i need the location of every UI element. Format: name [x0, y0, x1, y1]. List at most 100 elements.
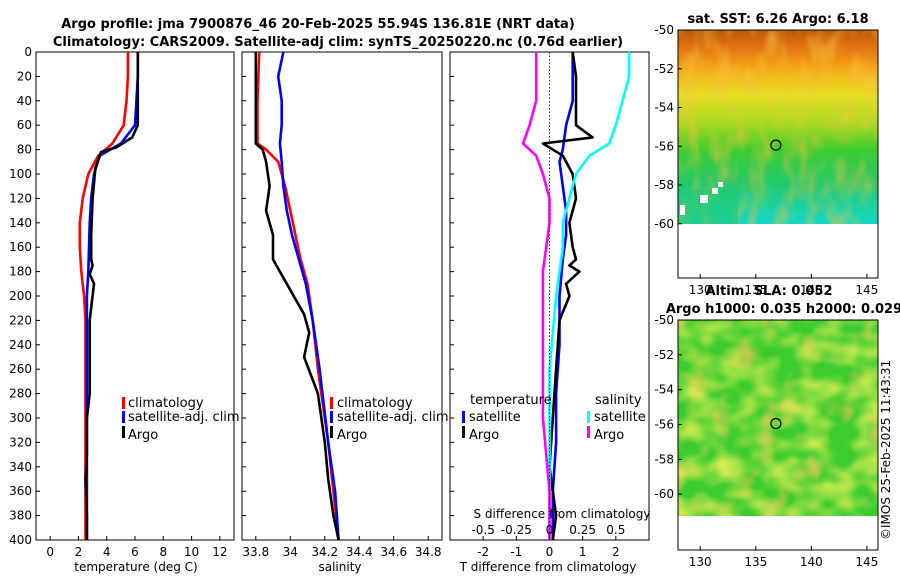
- series-salinity-1: [276, 51, 340, 541]
- map-y-tick-label: -60: [654, 217, 674, 231]
- x-tick-label: 2: [75, 545, 83, 559]
- map-y-tick-label: -52: [654, 62, 674, 76]
- depth-tick-label: 280: [9, 387, 32, 401]
- sla-map-axes: 130 135 140 145 -50 -52 -54 -56 -58 -60: [654, 313, 878, 569]
- salinity-xlabel: salinity: [318, 560, 361, 574]
- depth-tick-label: 20: [17, 69, 32, 83]
- depth-tick-label: 340: [9, 460, 32, 474]
- s-x-tick-label: -0.5: [471, 523, 494, 537]
- map-x-tick-label: 145: [855, 555, 878, 569]
- map-y-tick-label: -50: [654, 23, 674, 37]
- sla-map-title: Altim. SLA: 0.052: [706, 284, 833, 299]
- sst-argo-position-marker: [770, 139, 782, 151]
- legend-title-salinity: salinity: [595, 393, 642, 408]
- x-tick-label: -2: [477, 545, 489, 559]
- x-tick-label: 34.6: [380, 545, 407, 559]
- legend-label-t-satellite: satellite: [469, 410, 521, 425]
- temperature-legend: climatology satellite-adj. clim Argo: [122, 396, 240, 443]
- legend-swatch-argo: [330, 426, 333, 438]
- legend-label-argo: Argo: [337, 428, 367, 443]
- map-x-tick-label: 145: [855, 283, 878, 297]
- legend-label-climatology: climatology: [337, 396, 413, 411]
- x-tick-label: 33.8: [242, 545, 269, 559]
- sst-map-axes: 130 135 140 145 -50 -52 -54 -56 -58 -60: [654, 23, 878, 297]
- sla-heatmap: [678, 320, 878, 516]
- depth-tick-label: 260: [9, 362, 32, 376]
- x-tick-label: 1: [579, 545, 587, 559]
- depth-tick-label: 400: [9, 533, 32, 547]
- map-x-tick-label: 130: [689, 555, 712, 569]
- depth-tick-label: 40: [17, 94, 32, 108]
- salinity-legend: climatology satellite-adj. clim Argo: [330, 396, 449, 443]
- legend-label-satellite: satellite-adj. clim: [128, 410, 240, 425]
- depth-tick-label: 240: [9, 338, 32, 352]
- x-tick-label: 34: [283, 545, 298, 559]
- depth-tick-label: 200: [9, 289, 32, 303]
- difference-plot: -2 -1 0 1 2 -0.5 -0.25 0 0.25 0.5: [471, 51, 631, 559]
- legend-title-temperature: temperature: [470, 393, 552, 408]
- depth-tick-label: 380: [9, 509, 32, 523]
- s-x-tick-label: 0: [546, 523, 554, 537]
- x-tick-label: 34.8: [415, 545, 442, 559]
- map-x-tick-label: 135: [744, 283, 767, 297]
- difference-xlabel: T difference from climatology: [459, 560, 637, 574]
- legend-swatch-climatology: [330, 397, 333, 409]
- series-difference-2: [548, 52, 631, 540]
- depth-tick-label: 160: [9, 240, 32, 254]
- map-x-tick-label: 140: [800, 555, 823, 569]
- depth-tick-label: 120: [9, 191, 32, 205]
- map-y-tick-label: -58: [654, 178, 674, 192]
- depth-tick-label: 220: [9, 313, 32, 327]
- series-salinity-2: [254, 52, 340, 541]
- sst-map-frame: [677, 29, 879, 279]
- s-difference-label: S difference from climatology: [474, 507, 651, 521]
- map-y-tick-label: -52: [654, 348, 674, 362]
- x-tick-label: 0: [46, 545, 54, 559]
- depth-tick-label: 140: [9, 216, 32, 230]
- map-y-tick-label: -50: [654, 313, 674, 327]
- legend-label-satellite: satellite-adj. clim: [337, 410, 449, 425]
- imos-timestamp: ©IMOS 25-Feb-2025 11:43:31: [879, 360, 893, 540]
- map-x-tick-label: 135: [744, 555, 767, 569]
- depth-tick-label: 0: [24, 45, 32, 59]
- map-y-tick-label: -56: [654, 139, 674, 153]
- difference-legend: temperature satellite Argo salinity sate…: [462, 393, 646, 443]
- legend-swatch-t-satellite: [462, 411, 465, 423]
- s-x-tick-label: 0.25: [569, 523, 596, 537]
- series-temperature-2: [84, 52, 140, 540]
- x-tick-label: 2: [612, 545, 620, 559]
- legend-swatch-satellite: [330, 411, 333, 423]
- legend-swatch-climatology: [122, 397, 125, 409]
- s-x-tick-label: 0.5: [606, 523, 625, 537]
- depth-tick-label: 100: [9, 167, 32, 181]
- series-difference-3: [521, 52, 551, 540]
- map-y-tick-label: -60: [654, 487, 674, 501]
- depth-tick-label: 80: [17, 143, 32, 157]
- map-y-tick-label: -54: [654, 383, 674, 397]
- salinity-panel-frame: [241, 51, 443, 541]
- series-difference-0: [551, 52, 575, 540]
- series-difference-1: [541, 51, 594, 541]
- legend-swatch-s-satellite: [587, 411, 590, 423]
- depth-tick-label: 320: [9, 435, 32, 449]
- legend-swatch-argo: [122, 426, 125, 438]
- sla-map-title2: Argo h1000: 0.035 h2000: 0.029: [666, 302, 900, 317]
- sst-heatmap: [678, 30, 878, 224]
- legend-swatch-satellite: [122, 411, 125, 423]
- temperature-xlabel: temperature (deg C): [74, 560, 197, 574]
- depth-axis: 0 20 40 60 80 100 120 140 160 180 200 220 240 260 280 3…: [9, 45, 454, 547]
- map-x-tick-label: 140: [800, 283, 823, 297]
- map-x-tick-label: 130: [689, 283, 712, 297]
- x-tick-label: 34.4: [346, 545, 373, 559]
- legend-label-t-argo: Argo: [469, 428, 499, 443]
- depth-tick-label: 360: [9, 484, 32, 498]
- map-y-tick-label: -56: [654, 418, 674, 432]
- x-tick-label: 6: [131, 545, 139, 559]
- map-y-tick-label: -58: [654, 452, 674, 466]
- legend-swatch-s-argo: [587, 426, 590, 438]
- sst-map-title: sat. SST: 6.26 Argo: 6.18: [687, 12, 868, 27]
- x-tick-label: 10: [184, 545, 199, 559]
- x-tick-label: 4: [103, 545, 111, 559]
- s-x-tick-label: -0.25: [501, 523, 532, 537]
